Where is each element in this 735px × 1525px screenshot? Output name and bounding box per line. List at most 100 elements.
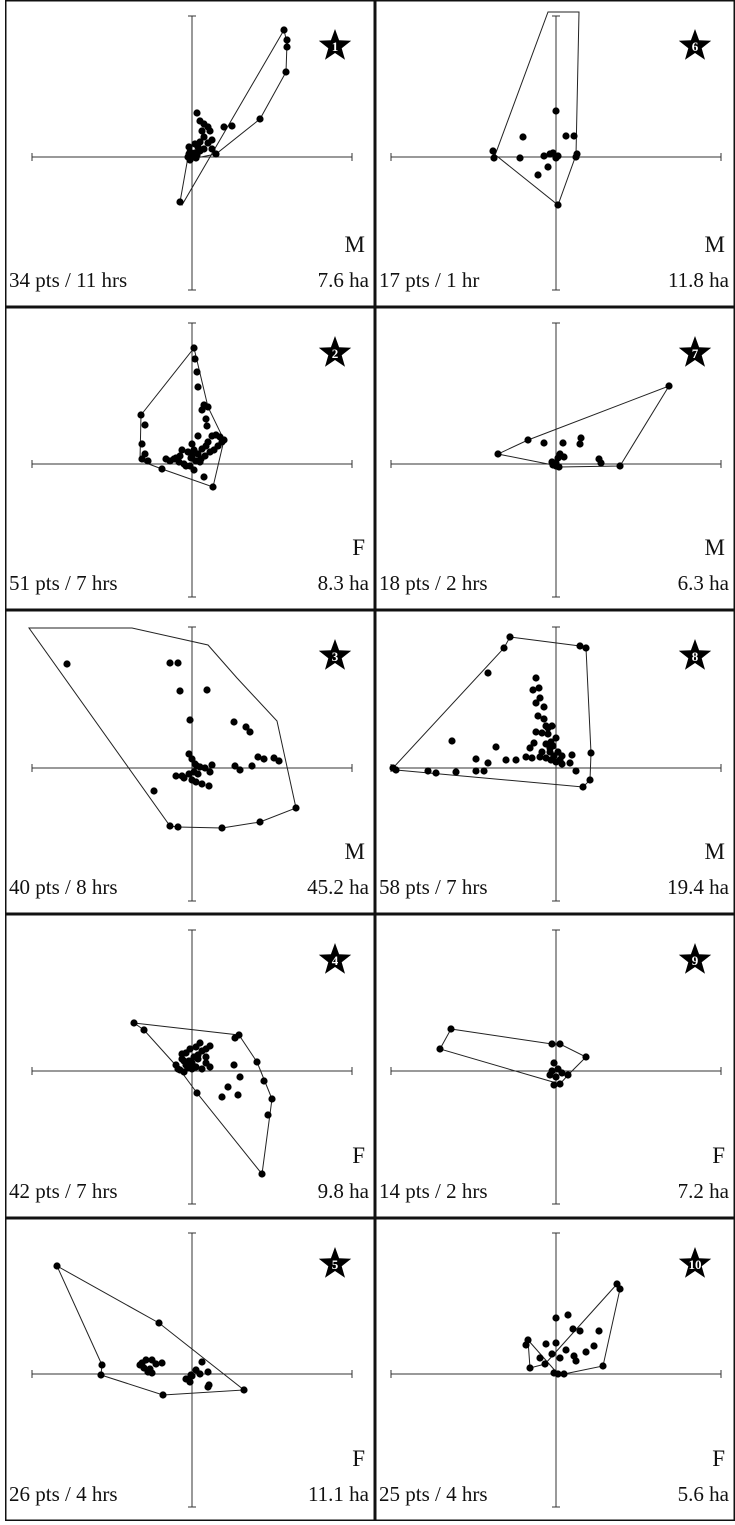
location-point bbox=[174, 823, 182, 831]
location-point bbox=[166, 659, 174, 667]
location-point bbox=[193, 368, 201, 376]
star-icon bbox=[678, 1247, 712, 1278]
location-point bbox=[174, 659, 182, 667]
location-point bbox=[192, 1043, 200, 1051]
location-point bbox=[180, 1068, 188, 1076]
location-point bbox=[548, 458, 556, 466]
location-point bbox=[63, 660, 71, 668]
location-point bbox=[586, 776, 594, 784]
area-label: 11.8 ha bbox=[668, 268, 730, 292]
location-point bbox=[494, 450, 502, 458]
star-icon bbox=[318, 639, 352, 670]
area-label: 19.4 ha bbox=[667, 875, 730, 899]
location-point bbox=[188, 440, 196, 448]
panel-2: 2 F 51 pts / 7 hrs 8.3 ha bbox=[5, 307, 375, 610]
points-hours-label: 17 pts / 1 hr bbox=[379, 268, 479, 292]
location-point bbox=[198, 406, 206, 414]
location-point bbox=[556, 1354, 564, 1362]
location-point bbox=[231, 762, 239, 770]
star-icon bbox=[678, 943, 712, 974]
location-point bbox=[256, 818, 264, 826]
panel-9: 9 F 14 pts / 2 hrs 7.2 ha bbox=[375, 914, 735, 1218]
location-point bbox=[236, 1073, 244, 1081]
panel-border bbox=[375, 307, 735, 610]
panel-number: 3 bbox=[332, 649, 339, 664]
location-point bbox=[534, 712, 542, 720]
location-point bbox=[566, 759, 574, 767]
location-point bbox=[178, 1055, 186, 1063]
location-point bbox=[597, 459, 605, 467]
location-point bbox=[570, 132, 578, 140]
location-point bbox=[582, 1053, 590, 1061]
star-icon bbox=[318, 336, 352, 367]
area-label: 5.6 ha bbox=[678, 1482, 730, 1506]
panel-plot-area bbox=[137, 344, 228, 491]
location-point bbox=[512, 756, 520, 764]
location-point bbox=[280, 26, 288, 34]
location-point bbox=[98, 1361, 106, 1369]
location-point bbox=[532, 728, 540, 736]
panel-plot-area bbox=[494, 382, 673, 471]
location-point bbox=[208, 432, 216, 440]
location-point bbox=[472, 755, 480, 763]
location-point bbox=[205, 782, 213, 790]
location-point bbox=[480, 767, 488, 775]
location-point bbox=[230, 1061, 238, 1069]
location-point bbox=[500, 644, 508, 652]
location-point bbox=[194, 450, 202, 458]
location-point bbox=[529, 686, 537, 694]
panel-number: 9 bbox=[692, 953, 699, 968]
panel-number: 5 bbox=[332, 1257, 339, 1272]
location-point bbox=[550, 1081, 558, 1089]
location-point bbox=[206, 768, 214, 776]
location-point bbox=[204, 1368, 212, 1376]
area-label: 7.2 ha bbox=[678, 1179, 730, 1203]
location-point bbox=[200, 473, 208, 481]
location-point bbox=[552, 1314, 560, 1322]
points-hours-label: 42 pts / 7 hrs bbox=[9, 1179, 118, 1203]
sex-label: M bbox=[705, 232, 725, 257]
location-point bbox=[202, 1053, 210, 1061]
location-point bbox=[569, 1325, 577, 1333]
location-point bbox=[191, 140, 199, 148]
location-point bbox=[548, 1350, 556, 1358]
location-point bbox=[260, 755, 268, 763]
location-point bbox=[548, 1040, 556, 1048]
location-point bbox=[540, 439, 548, 447]
location-point bbox=[248, 762, 256, 770]
location-point bbox=[283, 36, 291, 44]
location-point bbox=[526, 744, 534, 752]
panel-border bbox=[375, 610, 735, 914]
location-point bbox=[559, 439, 567, 447]
location-point bbox=[148, 1369, 156, 1377]
location-point bbox=[616, 462, 624, 470]
location-point bbox=[190, 344, 198, 352]
location-point bbox=[208, 145, 216, 153]
location-point bbox=[560, 1370, 568, 1378]
location-point bbox=[552, 1339, 560, 1347]
location-point bbox=[542, 1340, 550, 1348]
location-point bbox=[519, 133, 527, 141]
location-point bbox=[193, 1089, 201, 1097]
location-point bbox=[530, 739, 538, 747]
location-point bbox=[447, 1025, 455, 1033]
panel-border bbox=[375, 1218, 735, 1521]
location-point bbox=[138, 455, 146, 463]
sex-label: M bbox=[345, 232, 365, 257]
location-point bbox=[432, 769, 440, 777]
location-point bbox=[193, 151, 201, 159]
location-point bbox=[665, 382, 673, 390]
star-icon bbox=[318, 1247, 352, 1278]
panel-number: 1 bbox=[332, 39, 339, 54]
location-point bbox=[540, 715, 548, 723]
location-point bbox=[182, 1375, 190, 1383]
location-point bbox=[191, 355, 199, 363]
location-point bbox=[536, 694, 544, 702]
panel-border bbox=[5, 307, 375, 610]
sex-label: F bbox=[712, 1446, 725, 1471]
location-point bbox=[204, 139, 212, 147]
panel-number: 7 bbox=[692, 346, 699, 361]
area-label: 8.3 ha bbox=[318, 571, 370, 595]
area-label: 9.8 ha bbox=[318, 1179, 370, 1203]
